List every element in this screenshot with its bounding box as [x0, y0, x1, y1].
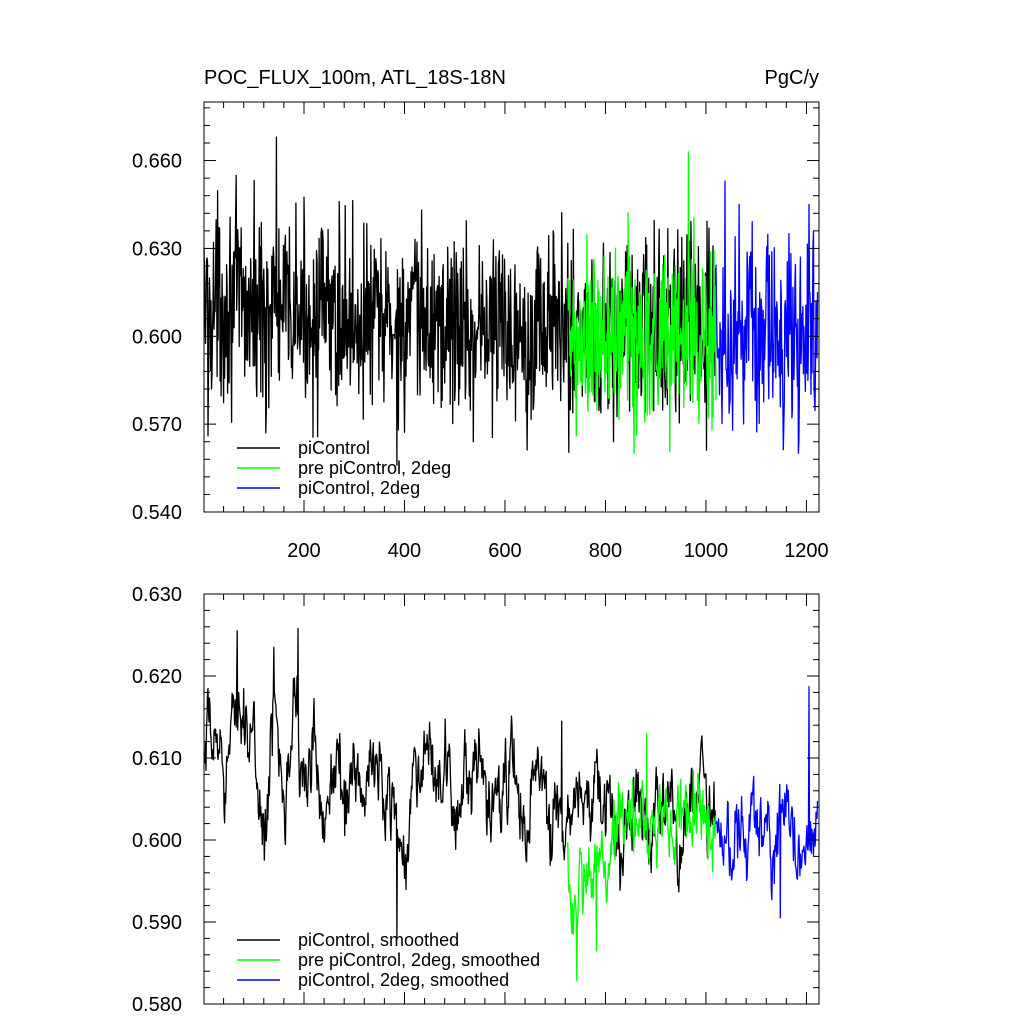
plot-frame — [203, 593, 820, 1005]
bottom-panel: 0.580 0.590 0.600 0.610 0.620 0.630 piControl,… — [132, 584, 820, 1016]
series-line-picontrol-2deg-smoothed — [715, 686, 819, 919]
chart-title: POC_FLUX_100m, ATL_18S-18N — [204, 67, 506, 89]
legend-label: pre piControl, 2deg, smoothed — [298, 950, 540, 970]
x-tick-label: 800 — [589, 540, 622, 562]
y-tick-label: 0.630 — [132, 584, 182, 606]
x-tick-label: 1200 — [784, 540, 829, 562]
x-tick-label: 600 — [488, 540, 521, 562]
plot-frame — [203, 101, 820, 513]
series-line-pre-picontrol-2deg-smoothed — [567, 732, 717, 982]
y-tick-label: 0.590 — [132, 912, 182, 934]
series-line-picontrol-2deg — [715, 180, 819, 454]
x-tick-label: 1000 — [684, 540, 729, 562]
unit-label: PgC/y — [765, 67, 819, 89]
y-tick-label: 0.580 — [132, 994, 182, 1016]
legend-label: piControl, smoothed — [298, 930, 459, 950]
y-tick-label: 0.540 — [132, 502, 182, 524]
x-tick-label: 400 — [388, 540, 421, 562]
y-tick-label: 0.570 — [132, 414, 182, 436]
y-tick-label: 0.660 — [132, 151, 182, 173]
legend-label: piControl, 2deg, smoothed — [298, 970, 509, 990]
series-line-picontrol-smoothed — [203, 627, 717, 940]
y-tick-label: 0.600 — [132, 830, 182, 852]
y-tick-label: 0.600 — [132, 326, 182, 348]
x-tick-label: 200 — [287, 540, 320, 562]
legend-label: piControl — [298, 438, 370, 458]
legend-label: pre piControl, 2deg — [298, 458, 451, 478]
y-tick-label: 0.610 — [132, 748, 182, 770]
top-panel: 0.540 0.570 0.600 0.630 0.660 200 400 600 800 100… — [132, 101, 829, 562]
y-tick-label: 0.620 — [132, 666, 182, 688]
legend-label: piControl, 2deg — [298, 478, 420, 498]
y-tick-label: 0.630 — [132, 238, 182, 260]
series-line-pre-picontrol-2deg — [567, 151, 717, 455]
